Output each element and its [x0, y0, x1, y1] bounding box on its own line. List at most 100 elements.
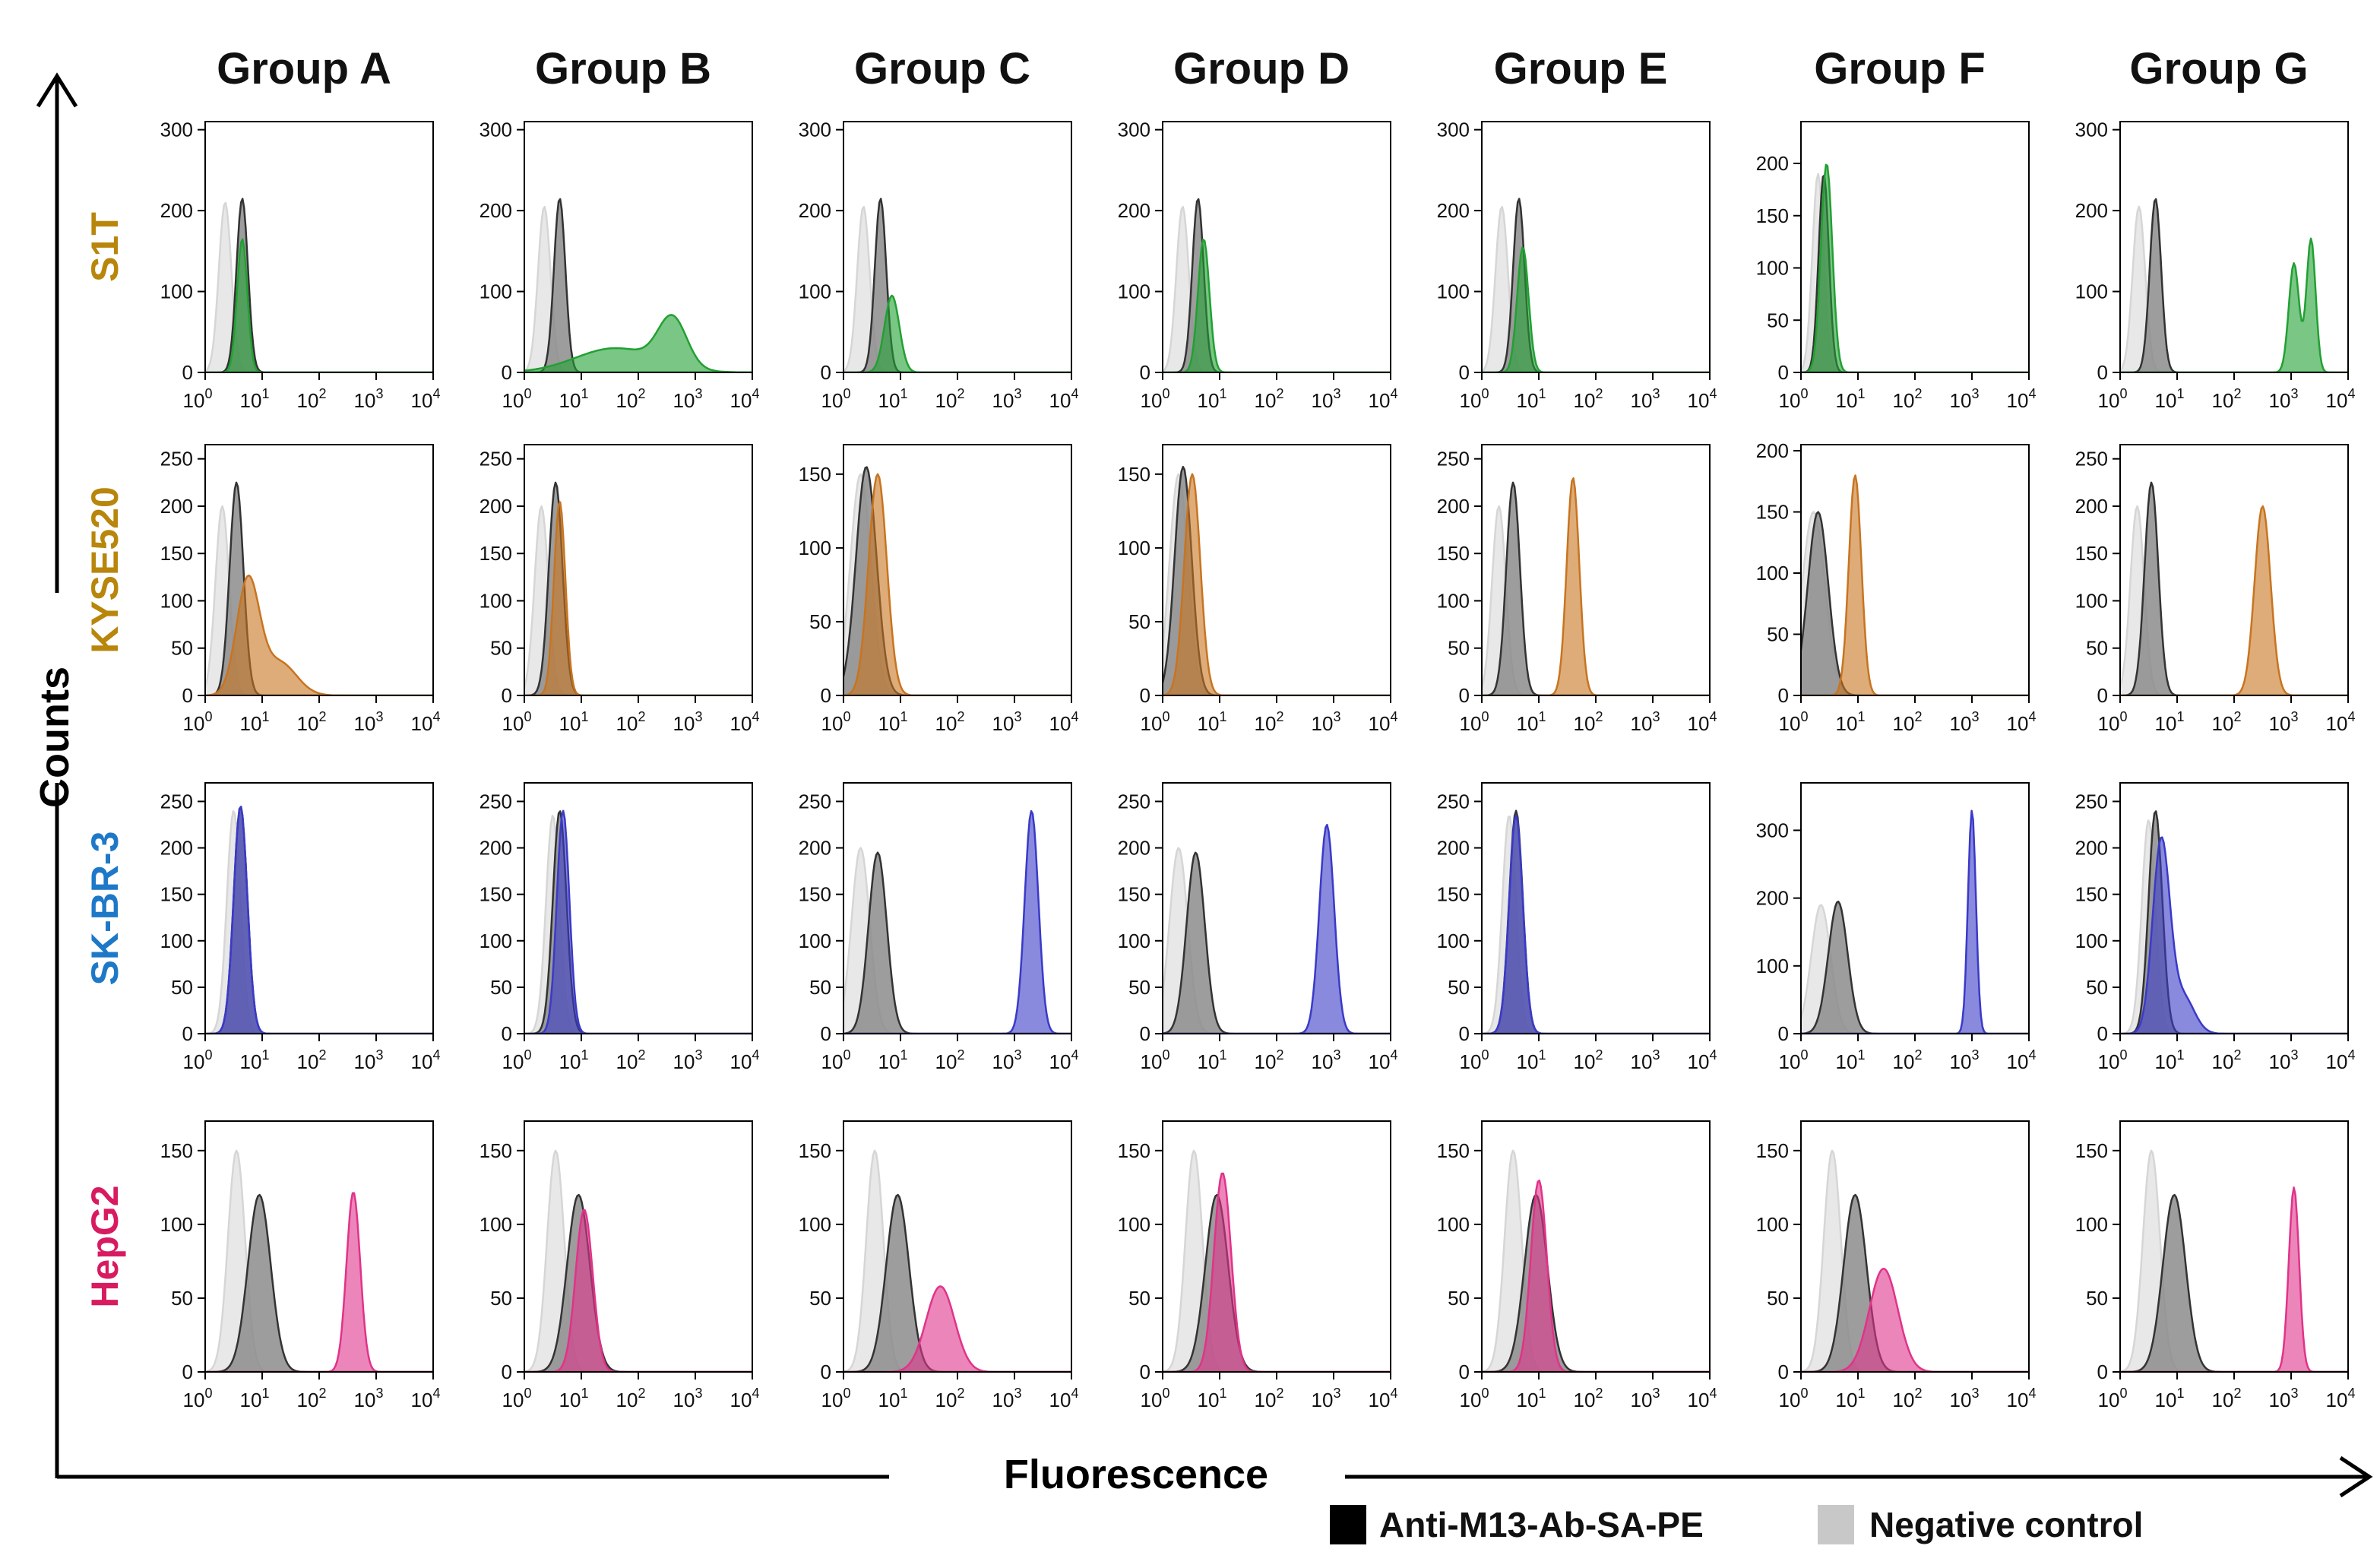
- unstained-histogram: [843, 1193, 1071, 1372]
- x-tick-label: 101: [878, 386, 908, 412]
- x-tick-label: 103: [2269, 386, 2299, 412]
- y-tick-label: 150: [1118, 463, 1150, 486]
- row-label-s1t: S1T: [84, 212, 126, 282]
- x-tick-label: 104: [1369, 1047, 1398, 1073]
- unstained-histogram: [1801, 900, 2029, 1034]
- x-tick-label: 103: [1950, 1047, 1980, 1073]
- histograms: [524, 198, 752, 372]
- y-tick-label: 200: [479, 837, 512, 860]
- y-tick-label: 0: [182, 1022, 193, 1045]
- x-tick-label: 102: [616, 709, 646, 735]
- y-tick-label: 200: [479, 199, 512, 222]
- x-tick-label: 101: [1836, 1386, 1866, 1411]
- x-tick-label: 104: [1688, 709, 1717, 735]
- y-tick-label: 0: [821, 684, 831, 707]
- panel-hepg2-group-a: 0 50 100 150 100 101 102 103 104: [160, 1120, 440, 1411]
- y-tick-label: 0: [182, 361, 193, 384]
- x-tick-label: 102: [1574, 386, 1603, 412]
- y-tick-label: 300: [479, 119, 512, 141]
- y-tick-label: 150: [2075, 883, 2108, 906]
- y-tick-label: 0: [182, 1361, 193, 1383]
- row-label-hepg2: HepG2: [84, 1185, 126, 1307]
- unstained-histogram: [2120, 1193, 2348, 1372]
- x-tick-label: 100: [1141, 386, 1170, 412]
- y-tick-label: 50: [1448, 1287, 1470, 1310]
- y-axis-arrowhead: [36, 72, 78, 108]
- unstained-histogram: [843, 851, 1071, 1034]
- x-tick-label: 100: [1460, 1047, 1489, 1073]
- negative-control-histogram: [2120, 819, 2348, 1034]
- stained-histogram: [1801, 809, 2029, 1034]
- y-tick-label: 200: [1756, 887, 1789, 910]
- histograms: [1482, 477, 1710, 695]
- histograms: [205, 806, 433, 1034]
- negative-control-histogram: [205, 809, 433, 1034]
- x-tick-label: 104: [411, 1047, 441, 1073]
- stained-histogram: [1482, 477, 1710, 695]
- x-tick-label: 100: [2098, 1386, 2128, 1411]
- y-tick-label: 0: [1140, 1022, 1150, 1045]
- x-tick-label: 104: [730, 709, 760, 735]
- x-tick-label: 103: [673, 709, 703, 735]
- x-tick-label: 103: [2269, 1386, 2299, 1411]
- unstained-histogram: [524, 810, 752, 1034]
- group-title-f: Group F: [1814, 44, 1986, 93]
- x-tick-label: 104: [2007, 386, 2037, 412]
- x-tick-label: 103: [1312, 1386, 1341, 1411]
- x-tick-label: 101: [1517, 386, 1546, 412]
- y-tick-label: 150: [479, 883, 512, 906]
- y-tick-label: 50: [1128, 976, 1150, 999]
- stained-histogram: [1482, 814, 1710, 1034]
- histograms: [524, 481, 752, 695]
- y-tick-label: 50: [171, 637, 193, 660]
- y-tick-label: 100: [2075, 1213, 2108, 1236]
- x-tick-label: 104: [1369, 1386, 1398, 1411]
- x-tick-label: 102: [1255, 386, 1284, 412]
- x-tick-label: 100: [2098, 1047, 2128, 1073]
- y-tick-label: 200: [1118, 837, 1150, 860]
- y-tick-label: 50: [809, 1287, 831, 1310]
- x-tick-label: 101: [1198, 709, 1227, 735]
- x-axis-arrowhead: [2339, 1456, 2373, 1498]
- y-tick-label: 0: [182, 684, 193, 707]
- unstained-histogram: [1163, 198, 1391, 372]
- y-tick-label: 200: [1756, 152, 1789, 175]
- y-tick-label: 100: [160, 589, 193, 612]
- x-tick-label: 104: [1049, 386, 1079, 412]
- x-tick-label: 103: [2269, 709, 2299, 735]
- histograms: [1482, 809, 1710, 1034]
- y-tick-label: 100: [479, 930, 512, 952]
- y-tick-label: 250: [1118, 790, 1150, 813]
- y-tick-label: 300: [1118, 119, 1150, 141]
- y-tick-label: 150: [1437, 1139, 1470, 1162]
- y-tick-label: 200: [2075, 495, 2108, 518]
- y-tick-label: 0: [1778, 1022, 1789, 1045]
- x-tick-label: 103: [1631, 386, 1660, 412]
- y-tick-label: 50: [171, 976, 193, 999]
- histograms: [205, 481, 433, 695]
- stained-histogram: [1482, 1179, 1710, 1372]
- group-title-b: Group B: [535, 44, 711, 93]
- row-label-kyse520: KYSE520: [84, 486, 126, 654]
- y-tick-label: 200: [799, 199, 831, 222]
- y-tick-label: 0: [821, 1022, 831, 1045]
- y-tick-label: 300: [799, 119, 831, 141]
- x-tick-label: 103: [992, 1047, 1022, 1073]
- histograms: [1801, 1149, 2029, 1372]
- x-tick-label: 102: [297, 1386, 327, 1411]
- y-tick-label: 150: [1118, 883, 1150, 906]
- x-tick-label: 104: [1688, 386, 1717, 412]
- y-tick-label: 200: [160, 199, 193, 222]
- y-tick-label: 0: [1459, 1022, 1470, 1045]
- x-tick-label: 102: [2212, 709, 2242, 735]
- x-tick-label: 103: [1950, 709, 1980, 735]
- x-tick-label: 103: [1950, 1386, 1980, 1411]
- histograms: [843, 198, 1071, 372]
- unstained-histogram: [205, 198, 433, 372]
- stained-histogram: [524, 809, 752, 1034]
- y-tick-label: 150: [799, 883, 831, 906]
- y-tick-label: 0: [2097, 1022, 2108, 1045]
